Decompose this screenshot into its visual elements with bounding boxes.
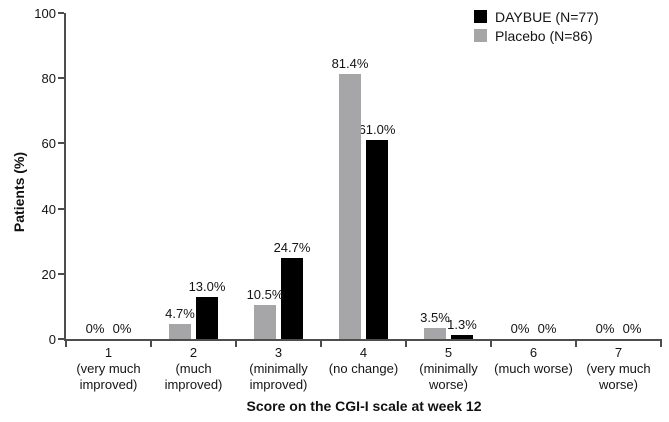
bar-value-label: 10.5% bbox=[246, 286, 284, 302]
bar-right bbox=[451, 334, 473, 339]
x-tick bbox=[405, 341, 407, 347]
legend-swatch-icon bbox=[474, 29, 487, 42]
bar-value-label: 4.7% bbox=[165, 305, 195, 321]
bar-value-label: 24.7% bbox=[273, 240, 311, 256]
x-tick bbox=[235, 341, 237, 347]
x-category-label: 4 (no change) bbox=[318, 345, 410, 377]
x-category-score: 2 bbox=[189, 345, 198, 360]
x-category-score: 3 bbox=[274, 345, 283, 360]
x-tick bbox=[150, 341, 152, 347]
x-tick bbox=[660, 341, 662, 347]
y-tick bbox=[58, 77, 64, 80]
bar-value-label: 0% bbox=[510, 321, 530, 336]
y-tick-label: 40 bbox=[41, 201, 56, 217]
x-category-description: (much improved) bbox=[164, 361, 223, 392]
legend-swatch-icon bbox=[474, 10, 487, 23]
y-tick bbox=[58, 12, 64, 14]
legend-label: DAYBUE (N=77) bbox=[495, 8, 599, 25]
bar-value-label: 1.3% bbox=[447, 316, 477, 332]
x-category-score: 5 bbox=[444, 345, 453, 360]
y-tick-label: 0 bbox=[48, 332, 56, 347]
legend-label: Placebo (N=86) bbox=[495, 27, 593, 44]
x-category-description: (much worse) bbox=[494, 361, 573, 376]
y-tick-label: 20 bbox=[41, 266, 56, 282]
x-category-label: 3 (minimally improved) bbox=[233, 345, 325, 393]
bar-left bbox=[169, 323, 191, 339]
y-axis-title: Patients (%) bbox=[11, 151, 27, 233]
bar-value-label: 0% bbox=[85, 321, 105, 336]
x-category-description: (very much improved) bbox=[76, 361, 141, 392]
x-tick bbox=[490, 341, 492, 347]
bar-value-label: 0% bbox=[595, 321, 615, 336]
legend: DAYBUE (N=77) Placebo (N=86) bbox=[474, 7, 599, 45]
x-category-description: (minimally improved) bbox=[249, 361, 308, 392]
bar-value-label: 0% bbox=[537, 321, 557, 336]
x-category-score: 4 bbox=[359, 345, 368, 360]
x-axis-title: Score on the CGI-I scale at week 12 bbox=[246, 398, 482, 414]
x-axis-line bbox=[64, 339, 662, 341]
bar-left bbox=[254, 304, 276, 339]
y-tick bbox=[58, 142, 64, 145]
x-category-label: 5 (minimally worse) bbox=[403, 345, 495, 393]
x-category-description: (minimally worse) bbox=[419, 361, 478, 392]
x-category-label: 6 (much worse) bbox=[488, 345, 580, 377]
bar-value-label: 3.5% bbox=[420, 309, 450, 325]
bar-value-label: 0% bbox=[112, 321, 132, 336]
legend-row: Placebo (N=86) bbox=[474, 26, 599, 45]
y-tick-label: 80 bbox=[41, 71, 56, 87]
bar-right bbox=[281, 258, 303, 339]
x-category-label: 1 (very much improved) bbox=[63, 345, 155, 393]
y-axis-line bbox=[64, 13, 66, 341]
y-tick bbox=[58, 207, 64, 210]
bar-value-label: 13.0% bbox=[188, 278, 226, 294]
x-tick bbox=[320, 341, 322, 347]
y-tick-label: 60 bbox=[41, 136, 56, 152]
bar-left bbox=[424, 327, 446, 339]
x-category-label: 7 (very much worse) bbox=[573, 345, 665, 393]
x-tick bbox=[575, 341, 577, 347]
bar-left bbox=[339, 73, 361, 339]
y-tick bbox=[58, 338, 64, 340]
x-tick bbox=[65, 341, 67, 347]
x-category-label: 2 (much improved) bbox=[148, 345, 240, 393]
x-category-description: (very much worse) bbox=[586, 361, 651, 392]
y-tick-label: 100 bbox=[34, 6, 56, 21]
x-category-score: 7 bbox=[614, 345, 623, 360]
x-category-score: 1 bbox=[104, 345, 113, 360]
bar-right bbox=[366, 140, 388, 339]
x-category-score: 6 bbox=[529, 345, 538, 360]
y-tick bbox=[58, 272, 64, 275]
x-category-description: (no change) bbox=[328, 361, 399, 376]
bar-right bbox=[196, 296, 218, 339]
bar-value-label: 81.4% bbox=[331, 55, 369, 71]
bar-value-label: 61.0% bbox=[358, 122, 396, 138]
legend-row: DAYBUE (N=77) bbox=[474, 7, 599, 26]
bar-value-label: 0% bbox=[622, 321, 642, 336]
